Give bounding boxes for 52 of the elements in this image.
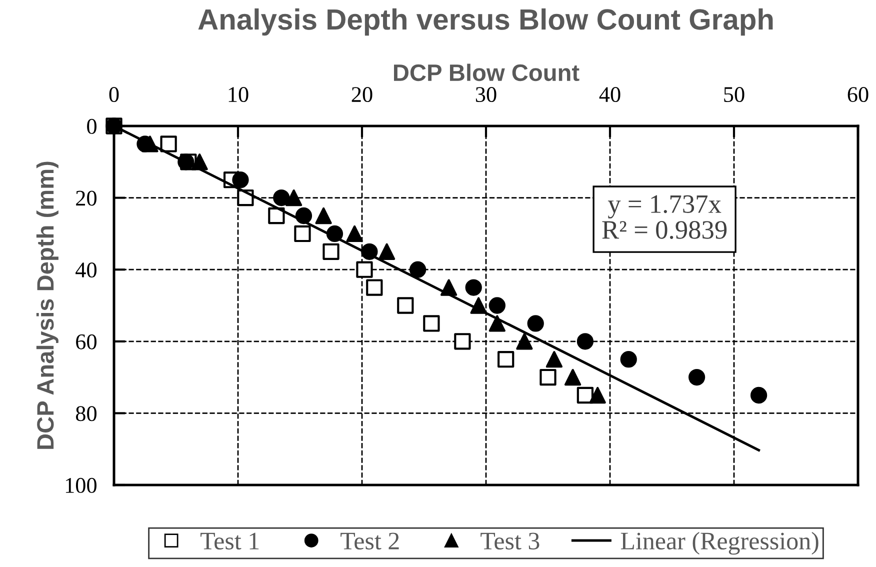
- point: [454, 333, 471, 350]
- y-tick-label: 100: [66, 478, 96, 493]
- point: [285, 189, 302, 206]
- y-tick-label: 40: [76, 262, 96, 278]
- point: [294, 225, 311, 242]
- annotation: y = 1.737x R² = 0.9839: [602, 195, 727, 239]
- point: [232, 172, 249, 188]
- point: [268, 207, 285, 224]
- legend-label: Test 2: [340, 532, 399, 550]
- point: [322, 243, 340, 260]
- x-axis-title: DCP Blow Count: [394, 64, 580, 82]
- x-tick-label: 50: [724, 87, 744, 102]
- x-tick-label: 40: [599, 87, 620, 102]
- point: [576, 386, 594, 404]
- point: [346, 225, 363, 242]
- point: [409, 261, 426, 278]
- legend-label: Test 1: [200, 532, 259, 550]
- point: [498, 351, 514, 368]
- point: [527, 315, 544, 332]
- point: [688, 368, 706, 386]
- point: [465, 279, 482, 296]
- point: [366, 279, 383, 296]
- y-tick-label: 20: [76, 190, 96, 206]
- point: [576, 333, 594, 350]
- point: [356, 261, 373, 278]
- x-tick-label: 0: [109, 87, 119, 102]
- point: [488, 297, 506, 314]
- legend-label: Test 3: [480, 532, 540, 550]
- point: [564, 368, 582, 386]
- y-tick-label: 80: [76, 406, 96, 422]
- point: [546, 351, 563, 368]
- point: [160, 136, 177, 152]
- point: [516, 333, 533, 350]
- point: [423, 315, 440, 332]
- legend-label: Linear (Regression): [620, 532, 818, 555]
- x-tick-label: 60: [848, 87, 868, 102]
- x-tick-label: 10: [228, 87, 248, 102]
- point: [273, 189, 290, 206]
- y-tick-label: 0: [87, 118, 96, 134]
- x-tick-label: 20: [352, 87, 372, 102]
- point: [488, 315, 506, 332]
- point: [397, 297, 414, 314]
- point: [589, 386, 606, 404]
- point: [620, 351, 637, 368]
- point: [315, 207, 332, 224]
- chart-title: Analysis Depth versus Blow Count Graph: [198, 8, 773, 36]
- x-tick-label: 30: [476, 87, 496, 102]
- y-tick-label: 60: [76, 334, 96, 350]
- point: [378, 243, 396, 260]
- y-axis-title: DCP Analysis Depth (mm): [36, 162, 58, 449]
- point: [540, 368, 556, 386]
- point: [750, 386, 768, 404]
